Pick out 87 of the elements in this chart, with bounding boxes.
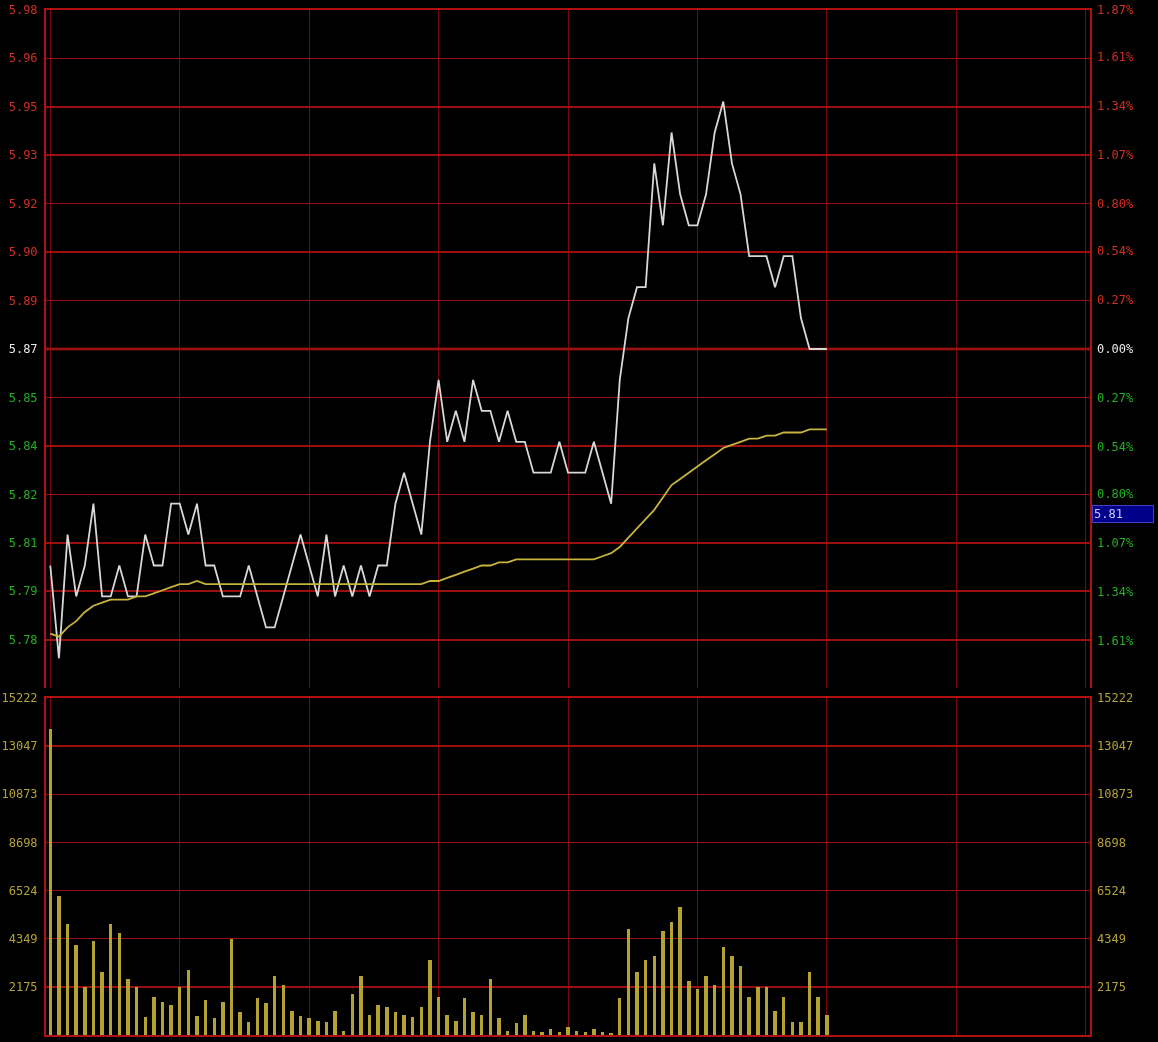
bar [221, 1001, 225, 1035]
bar [359, 975, 363, 1035]
bar [83, 986, 87, 1035]
y-tick-label: 5.90 [8, 245, 38, 260]
y2-tick-label: 0.80% [1097, 487, 1134, 502]
bar [635, 971, 639, 1035]
bar [609, 1032, 613, 1035]
y-tick-label: 5.95 [8, 100, 38, 115]
y2-tick-label: 1.07% [1097, 536, 1134, 551]
y-tick-label: 10873 [1, 787, 38, 802]
bar [540, 1031, 544, 1035]
bar [687, 980, 691, 1035]
bar [264, 1003, 268, 1035]
bar [730, 955, 734, 1035]
y-tick-label: 5.93 [8, 148, 38, 163]
bar [497, 1018, 501, 1035]
y-tick-label: 5.78 [8, 632, 38, 647]
y2-tick-label: 0.27% [1097, 391, 1134, 406]
bar [704, 975, 708, 1035]
y2-tick-label: 1.61% [1097, 634, 1134, 649]
y-tick-label: 5.92 [8, 196, 38, 211]
y-tick-label: 5.96 [8, 51, 38, 66]
y2-tick-label: 0.00% [1097, 342, 1134, 357]
y-tick-label: 13047 [1, 739, 38, 754]
y-tick-label: 5.98 [8, 3, 38, 18]
bar [799, 1021, 803, 1035]
y2-tick-label: 1.61% [1097, 50, 1134, 65]
bar [661, 931, 665, 1035]
bar [747, 997, 751, 1035]
y-tick-label: 6524 [8, 883, 38, 898]
bar [445, 1015, 449, 1035]
bar [238, 1011, 242, 1035]
y2-tick-label: 6524 [1097, 883, 1126, 898]
bar [471, 1011, 475, 1035]
bar [74, 945, 78, 1035]
y-tick-label: 5.84 [8, 439, 38, 454]
bar [333, 1011, 337, 1035]
bar [523, 1015, 527, 1035]
y2-tick-label: 0.54% [1097, 244, 1134, 259]
bar [385, 1007, 389, 1035]
bar [290, 1011, 294, 1035]
bar [592, 1029, 596, 1035]
bar [402, 1015, 406, 1035]
y2-tick-label: 2175 [1097, 980, 1126, 995]
line-series [49, 100, 828, 660]
bar [307, 1018, 311, 1035]
bar [169, 1005, 173, 1035]
bar [756, 986, 760, 1035]
bar [100, 971, 104, 1035]
y-tick-label: 15222 [1, 691, 38, 706]
y-tick-label: 8698 [8, 835, 38, 850]
y2-tick-label: 0.27% [1097, 293, 1134, 308]
bar [825, 1015, 829, 1035]
y-tick-label: 5.81 [8, 536, 38, 551]
y2-tick-label: 1.34% [1097, 585, 1134, 600]
y-tick-label: 2175 [8, 980, 38, 995]
bar [816, 997, 820, 1035]
line-series [49, 428, 828, 638]
y2-tick-label: 0.80% [1097, 197, 1134, 212]
y-tick-label: 5.82 [8, 487, 38, 502]
y2-tick-label: 1.34% [1097, 99, 1134, 114]
bar [316, 1020, 320, 1035]
y2-tick-label: 1.87% [1097, 3, 1134, 18]
y2-tick-label: 13047 [1097, 739, 1134, 754]
bar [454, 1020, 458, 1035]
y2-tick-label: 1.07% [1097, 148, 1134, 163]
bar [566, 1027, 570, 1035]
bar [57, 895, 61, 1035]
bar [428, 959, 432, 1035]
bar [376, 1005, 380, 1035]
bar [773, 1011, 777, 1035]
text: 5.81 [1094, 507, 1123, 521]
bar [126, 978, 130, 1035]
bar [514, 1023, 518, 1035]
y-tick-label: 5.89 [8, 293, 38, 308]
y2-tick-label: 8698 [1097, 835, 1126, 850]
y-tick-label: 5.79 [8, 584, 38, 599]
y2-tick-label: 4349 [1097, 931, 1126, 946]
y2-tick-label: 10873 [1097, 787, 1134, 802]
bar [195, 1016, 199, 1035]
bar [152, 997, 156, 1035]
bar [678, 906, 682, 1035]
y2-tick-label: 0.54% [1097, 440, 1134, 455]
y-tick-label: 5.85 [8, 390, 38, 405]
y2-tick-label: 15222 [1097, 691, 1134, 706]
y-tick-label: 5.87 [8, 342, 38, 357]
y-tick-label: 4349 [8, 931, 38, 946]
